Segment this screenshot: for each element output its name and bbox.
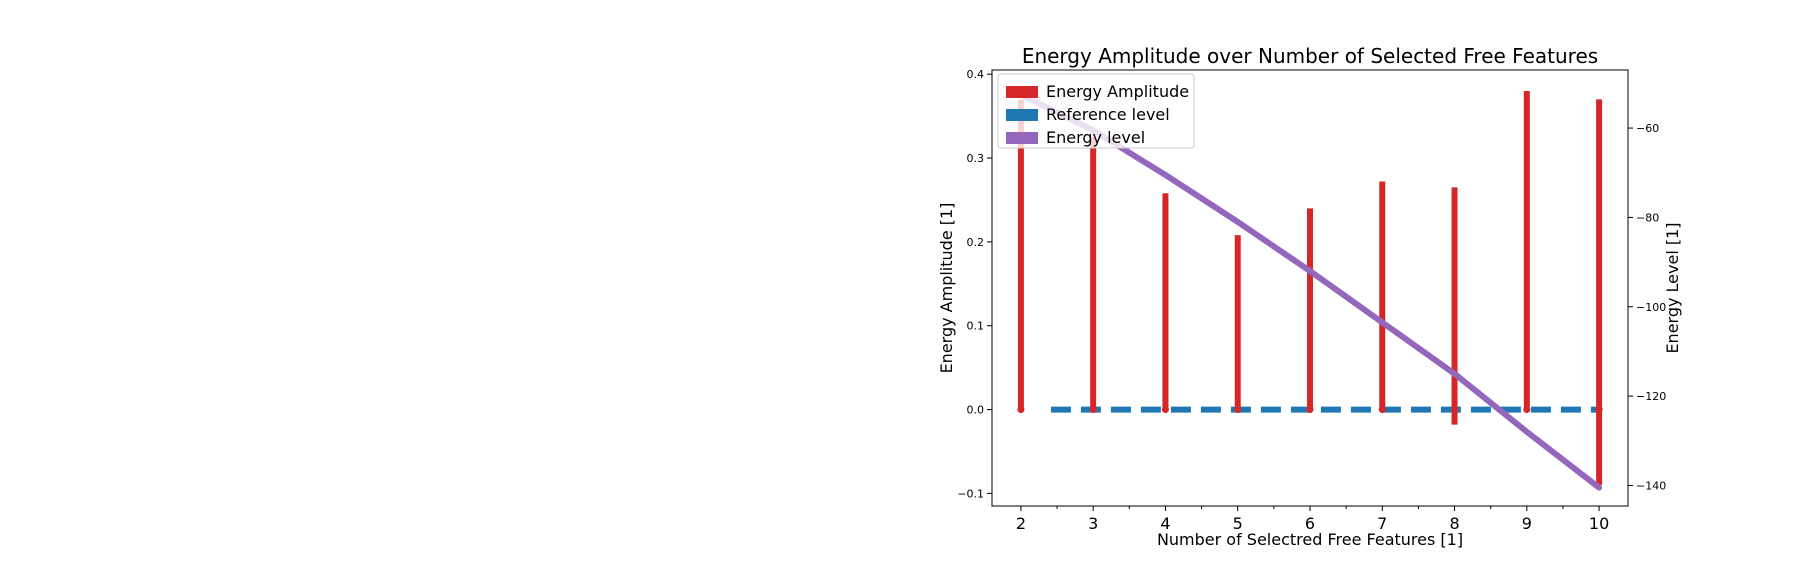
legend-label: Reference level bbox=[1046, 105, 1170, 124]
y-tick-label: 0.0 bbox=[967, 404, 985, 417]
y2-tick-label: −120 bbox=[1636, 390, 1666, 403]
amplitude-stem-base bbox=[1595, 406, 1603, 414]
amplitude-stem-base bbox=[1234, 406, 1242, 414]
legend-swatch bbox=[1006, 86, 1038, 98]
amplitude-stem-base bbox=[1306, 406, 1314, 414]
y2-axis-label: Energy Level [1] bbox=[1663, 222, 1682, 353]
axes: 2 3 4 5 6 7 8 9 10 −0.1 0.0 0.1 0.2 0.3 0.4 −140 −120 −10… bbox=[957, 68, 1666, 533]
x-axis-label: Number of Selectred Free Features [1] bbox=[1157, 530, 1463, 549]
y2-tick-label: −140 bbox=[1636, 479, 1666, 492]
x-tick-label: 4 bbox=[1160, 514, 1170, 533]
legend-box bbox=[997, 73, 1195, 149]
y-tick-label: 0.4 bbox=[967, 68, 985, 81]
plot-marks bbox=[1017, 90, 1603, 491]
chart-title: Energy Amplitude over Number of Selected… bbox=[1022, 44, 1598, 68]
y2-tick-label: −80 bbox=[1636, 211, 1659, 224]
amplitude-stem-base bbox=[1161, 406, 1169, 414]
x-tick-label: 6 bbox=[1305, 514, 1315, 533]
legend: Energy Amplitude Reference level Energy le… bbox=[997, 73, 1195, 149]
legend-swatch bbox=[1006, 109, 1038, 121]
x-tick-label: 7 bbox=[1377, 514, 1387, 533]
amplitude-stem-base bbox=[1017, 406, 1025, 414]
legend-label: Energy Amplitude bbox=[1046, 82, 1189, 101]
legend-label: Energy level bbox=[1046, 128, 1145, 147]
x-tick-label: 5 bbox=[1233, 514, 1243, 533]
y-tick-label: 0.1 bbox=[967, 320, 985, 333]
x-tick-label: 9 bbox=[1522, 514, 1532, 533]
amplitude-stem-base bbox=[1378, 406, 1386, 414]
y2-tick-label: −100 bbox=[1636, 301, 1666, 314]
x-tick-label: 2 bbox=[1016, 514, 1026, 533]
y2-tick-label: −60 bbox=[1636, 122, 1659, 135]
x-tick-label: 10 bbox=[1589, 514, 1609, 533]
y-tick-label: −0.1 bbox=[957, 487, 984, 500]
amplitude-stem-base bbox=[1451, 406, 1459, 414]
legend-swatch bbox=[1006, 132, 1038, 144]
amplitude-stem-base bbox=[1089, 406, 1097, 414]
x-tick-label: 3 bbox=[1088, 514, 1098, 533]
y-axis-label: Energy Amplitude [1] bbox=[937, 203, 956, 374]
y-tick-label: 0.2 bbox=[967, 236, 985, 249]
x-tick-label: 8 bbox=[1449, 514, 1459, 533]
y-tick-label: 0.3 bbox=[967, 152, 985, 165]
amplitude-stem-base bbox=[1523, 406, 1531, 414]
